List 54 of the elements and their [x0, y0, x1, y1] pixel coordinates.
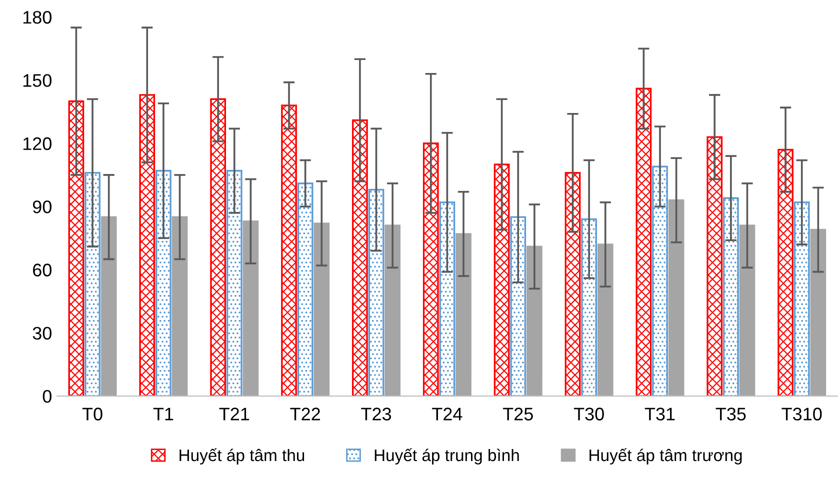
y-tick-label: 60 [33, 264, 52, 276]
y-tick-label: 0 [42, 390, 52, 403]
y-tick-label: 150 [23, 74, 52, 87]
x-tick-label: T31 [644, 408, 675, 420]
bar [652, 166, 668, 396]
y-tick-label: 120 [23, 137, 52, 150]
x-tick-label: T25 [502, 408, 533, 420]
x-tick-label: T35 [716, 408, 746, 420]
bar [510, 216, 526, 396]
bar [68, 100, 84, 396]
x-tick-label: T22 [290, 408, 320, 420]
bar [636, 88, 652, 396]
y-tick-label: 180 [23, 10, 52, 24]
bar [281, 104, 297, 396]
y-tick-label: 30 [32, 326, 52, 340]
x-tick-label: T23 [361, 408, 392, 420]
bar [84, 172, 100, 396]
bar [597, 244, 614, 396]
x-tick-label: T310 [782, 408, 822, 420]
bar [810, 228, 826, 396]
bar [352, 119, 368, 396]
bar [706, 136, 723, 396]
bar [739, 224, 756, 396]
bar [314, 222, 330, 396]
bar [439, 202, 456, 396]
x-tick-label: T1 [153, 408, 174, 420]
x-tick-label: T24 [432, 408, 462, 420]
y-tick-label: 90 [32, 200, 52, 214]
bar [722, 197, 739, 396]
bar [210, 98, 226, 396]
bar [172, 216, 188, 396]
legend-label: Huyết áp trung bình [374, 448, 519, 464]
bar [242, 220, 259, 396]
bar [526, 246, 542, 396]
bar [494, 164, 510, 396]
bar [581, 218, 597, 396]
bar [100, 216, 117, 396]
bar [778, 148, 794, 396]
legend-label: Huyết áp tâm thu [180, 448, 304, 464]
bar [456, 233, 472, 396]
bar [226, 170, 242, 396]
bar [297, 182, 314, 396]
bar [384, 224, 400, 396]
bar [422, 142, 439, 396]
bar [668, 199, 684, 396]
bar [794, 202, 810, 396]
bar [156, 170, 172, 396]
x-tick-label: T21 [219, 408, 250, 420]
bar [564, 172, 581, 396]
x-tick-label: T30 [574, 408, 604, 420]
x-tick-label: T0 [82, 408, 102, 420]
legend-label: Huyết áp tâm trương [590, 448, 742, 464]
bar [139, 94, 156, 396]
bar [368, 188, 384, 396]
